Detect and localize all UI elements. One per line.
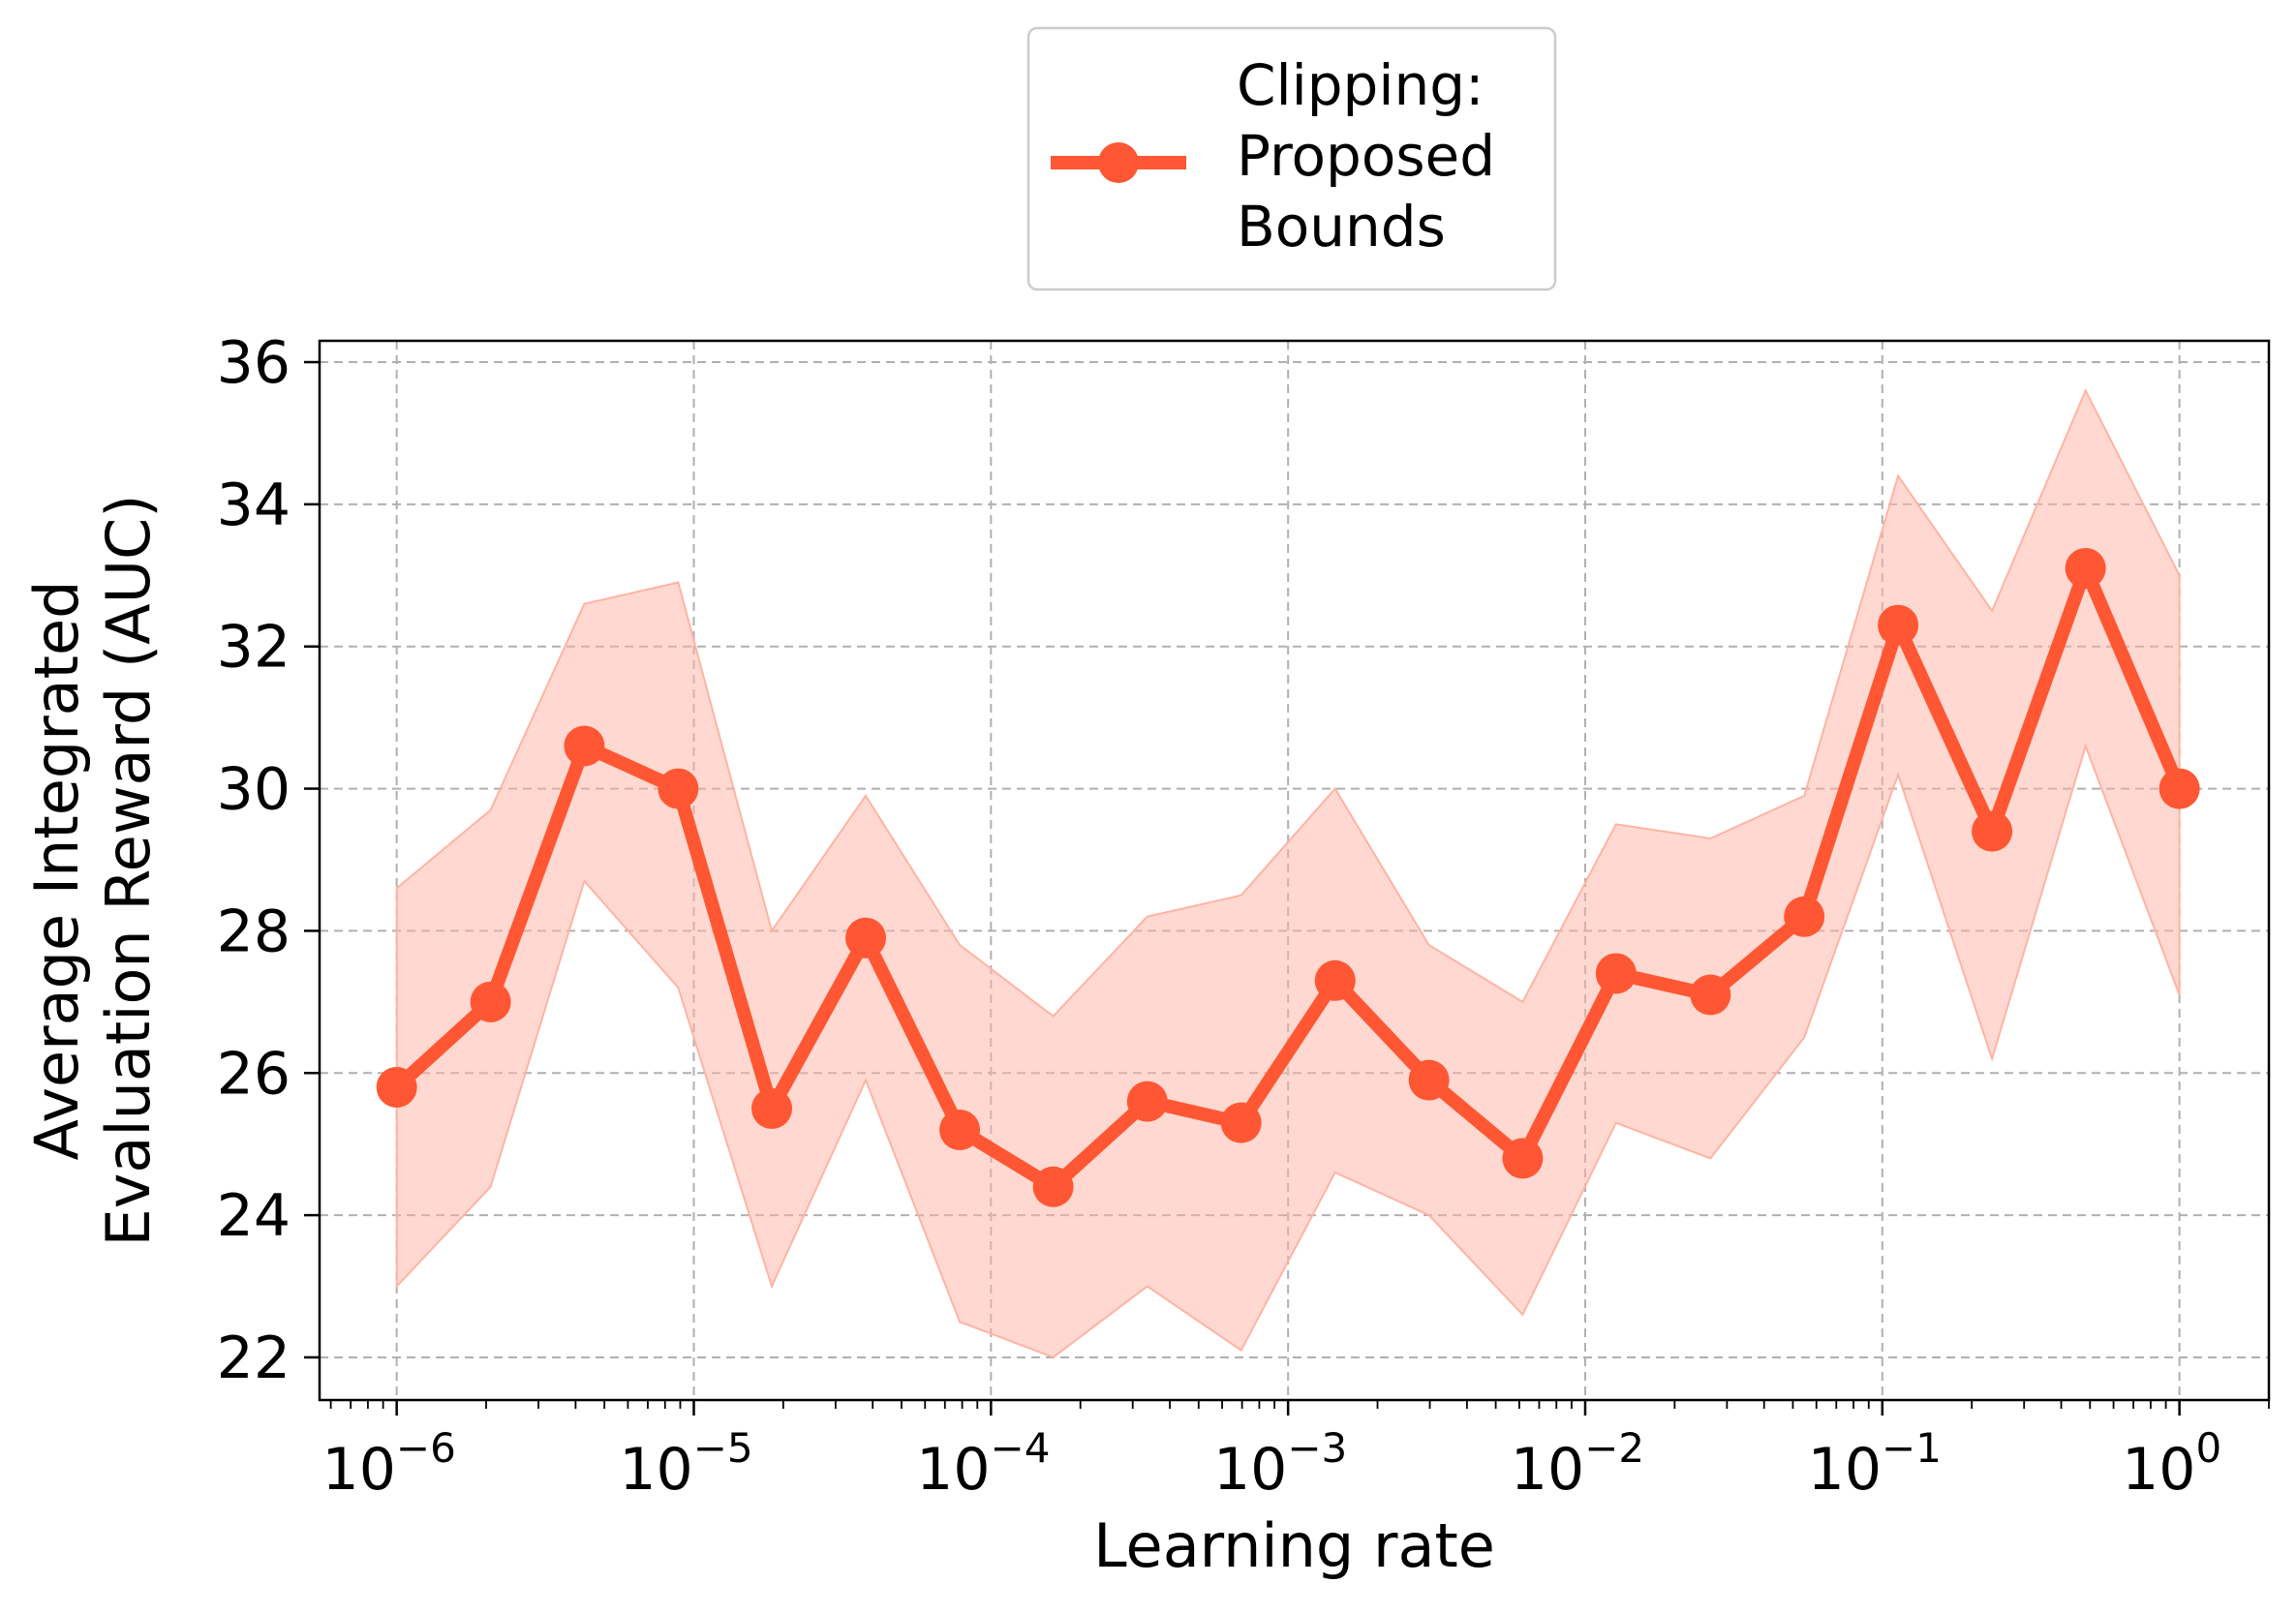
- data-point-17: [1972, 810, 2013, 852]
- confidence-band-0: [395, 388, 2181, 1359]
- y-tick-label-7: 36: [217, 329, 291, 397]
- data-point-0: [376, 1066, 417, 1108]
- y-axis-label-line-2: Evaluation Reward (AUC): [93, 495, 164, 1247]
- y-tick-label-3: 28: [217, 898, 291, 965]
- y-tick-label-2: 26: [217, 1040, 291, 1108]
- x-tick-label-0: 10−6: [322, 1424, 456, 1504]
- x-tick-label-4: 10−2: [1511, 1424, 1644, 1504]
- y-axis-label-line-1: Average Integrated: [21, 581, 92, 1161]
- y-axis-ticks: 22 24 26 28 30 32 34 36: [217, 329, 320, 1392]
- data-point-5: [845, 917, 887, 959]
- series-line-0: [389, 562, 2187, 1194]
- data-point-7: [1032, 1166, 1074, 1207]
- plot-frame: [318, 339, 2271, 1402]
- data-point-11: [1408, 1059, 1450, 1101]
- x-tick-label-5: 10−1: [1808, 1424, 1942, 1504]
- data-point-12: [1502, 1138, 1544, 1179]
- legend-box: [1026, 26, 1557, 291]
- data-point-13: [1595, 953, 1637, 994]
- data-point-1: [470, 981, 511, 1022]
- y-tick-label-6: 34: [217, 472, 291, 539]
- data-point-15: [1784, 896, 1825, 937]
- legend-label-line-1: Clipping:: [1237, 52, 1485, 118]
- y-tick-label-1: 24: [217, 1182, 291, 1250]
- series-lines: [389, 562, 2187, 1194]
- legend: Clipping: Proposed Bounds: [1026, 26, 1557, 291]
- y-axis-label: Average IntegratedEvaluation Reward (AUC…: [21, 495, 164, 1247]
- data-point-4: [751, 1087, 793, 1129]
- data-point-16: [1878, 604, 1919, 646]
- data-point-10: [1314, 959, 1356, 1001]
- data-point-14: [1690, 974, 1731, 1016]
- y-tick-label-4: 30: [217, 756, 291, 824]
- data-point-19: [2158, 768, 2200, 809]
- x-tick-label-2: 10−4: [916, 1424, 1050, 1504]
- data-point-6: [939, 1109, 981, 1150]
- legend-marker-swatch: [1098, 142, 1139, 183]
- data-point-18: [2065, 547, 2106, 589]
- x-axis-label: Learning rate: [1093, 1510, 1495, 1581]
- x-tick-label-1: 10−5: [619, 1424, 752, 1504]
- x-tick-label-6: 100: [2122, 1424, 2221, 1504]
- data-point-3: [658, 768, 699, 809]
- x-axis-ticks: 10−6 10−5 10−4 10−3 10−2 10−1 100: [322, 1400, 2270, 1504]
- legend-label-line-2: Proposed: [1237, 123, 1495, 189]
- confidence-band: [395, 388, 2181, 1359]
- data-point-8: [1126, 1081, 1168, 1122]
- y-tick-label-0: 22: [217, 1325, 291, 1392]
- x-tick-label-3: 10−3: [1213, 1424, 1347, 1504]
- legend-label-line-3: Bounds: [1237, 194, 1446, 259]
- legend-entry-label: Clipping: Proposed Bounds: [1237, 52, 1495, 259]
- data-point-9: [1220, 1102, 1262, 1143]
- data-point-2: [564, 725, 605, 767]
- y-tick-label-5: 32: [217, 614, 291, 682]
- series-points: [376, 547, 2200, 1207]
